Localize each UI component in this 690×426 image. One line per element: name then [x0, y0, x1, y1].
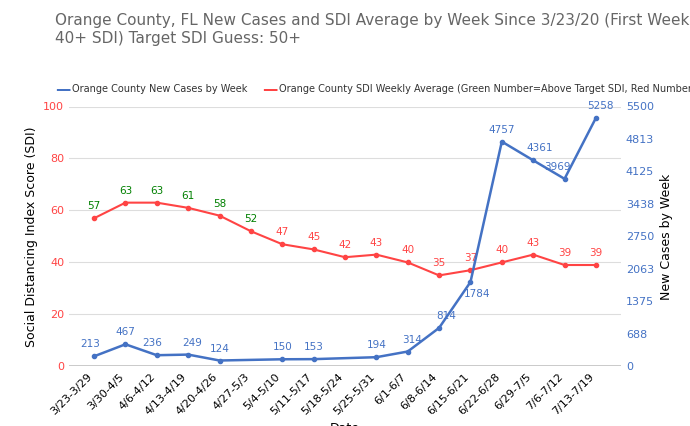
- Orange County New Cases by Week: [90, 354, 98, 359]
- Text: 194: 194: [366, 340, 386, 350]
- Text: 57: 57: [88, 201, 101, 211]
- Text: 63: 63: [150, 186, 164, 196]
- Text: Orange County SDI Weekly Average (Green Number=Above Target SDI, Red Number=Belo: Orange County SDI Weekly Average (Green …: [279, 84, 690, 95]
- Text: 4757: 4757: [489, 125, 515, 135]
- Text: 42: 42: [338, 240, 352, 250]
- Text: 40: 40: [401, 245, 414, 256]
- Text: 35: 35: [433, 259, 446, 268]
- Text: —: —: [262, 82, 277, 97]
- Orange County New Cases by Week: [215, 358, 224, 363]
- Text: 153: 153: [304, 342, 324, 352]
- Orange County SDI Weekly Average (Green Number=Above Target SDI, Red Number=Below Target SDI): [278, 242, 286, 247]
- Orange County SDI Weekly Average (Green Number=Above Target SDI, Red Number=Below Target SDI): [592, 262, 600, 268]
- Text: 39: 39: [589, 248, 602, 258]
- Orange County SDI Weekly Average (Green Number=Above Target SDI, Red Number=Below Target SDI): [90, 216, 98, 221]
- Orange County SDI Weekly Average (Green Number=Above Target SDI, Red Number=Below Target SDI): [404, 260, 412, 265]
- Text: 814: 814: [436, 311, 456, 321]
- Orange County New Cases by Week: [497, 139, 506, 144]
- Text: 150: 150: [273, 343, 292, 352]
- Orange County SDI Weekly Average (Green Number=Above Target SDI, Red Number=Below Target SDI): [184, 205, 193, 210]
- Text: 37: 37: [464, 253, 477, 263]
- Text: 3969: 3969: [544, 162, 571, 172]
- Text: Orange County, FL New Cases and SDI Average by Week Since 3/23/20 (First Weekday: Orange County, FL New Cases and SDI Aver…: [55, 13, 690, 46]
- Orange County New Cases by Week: [404, 349, 412, 354]
- Text: 40: 40: [495, 245, 509, 256]
- Text: 43: 43: [526, 238, 540, 248]
- Text: 236: 236: [143, 338, 163, 348]
- Orange County New Cases by Week: [184, 352, 193, 357]
- Text: 467: 467: [115, 327, 135, 337]
- Text: 47: 47: [275, 227, 289, 237]
- Orange County SDI Weekly Average (Green Number=Above Target SDI, Red Number=Below Target SDI): [435, 273, 443, 278]
- Orange County New Cases by Week: [372, 354, 380, 360]
- Orange County New Cases by Week: [592, 115, 600, 121]
- Orange County New Cases by Week: [466, 279, 475, 285]
- Orange County New Cases by Week: [278, 357, 286, 362]
- Orange County New Cases by Week: [435, 325, 443, 331]
- Text: 39: 39: [558, 248, 571, 258]
- Text: 63: 63: [119, 186, 132, 196]
- Text: 5258: 5258: [586, 101, 613, 111]
- Orange County New Cases by Week: [529, 158, 538, 163]
- Text: Orange County New Cases by Week: Orange County New Cases by Week: [72, 84, 248, 95]
- Orange County SDI Weekly Average (Green Number=Above Target SDI, Red Number=Below Target SDI): [466, 268, 475, 273]
- Orange County SDI Weekly Average (Green Number=Above Target SDI, Red Number=Below Target SDI): [497, 260, 506, 265]
- Text: 58: 58: [213, 199, 226, 209]
- Orange County New Cases by Week: [121, 342, 130, 347]
- Text: 124: 124: [210, 343, 230, 354]
- Text: 1784: 1784: [464, 289, 491, 299]
- X-axis label: Date: Date: [330, 422, 360, 426]
- Text: 249: 249: [182, 338, 202, 348]
- Orange County SDI Weekly Average (Green Number=Above Target SDI, Red Number=Below Target SDI): [152, 200, 161, 205]
- Orange County SDI Weekly Average (Green Number=Above Target SDI, Red Number=Below Target SDI): [529, 252, 538, 257]
- Text: 45: 45: [307, 233, 320, 242]
- Orange County SDI Weekly Average (Green Number=Above Target SDI, Red Number=Below Target SDI): [215, 213, 224, 218]
- Line: Orange County SDI Weekly Average (Green Number=Above Target SDI, Red Number=Below Target SDI): Orange County SDI Weekly Average (Green …: [92, 201, 598, 277]
- Orange County SDI Weekly Average (Green Number=Above Target SDI, Red Number=Below Target SDI): [121, 200, 130, 205]
- Text: 314: 314: [402, 334, 422, 345]
- Text: 4361: 4361: [527, 144, 553, 153]
- Text: 52: 52: [244, 214, 257, 224]
- Orange County New Cases by Week: [152, 353, 161, 358]
- Orange County SDI Weekly Average (Green Number=Above Target SDI, Red Number=Below Target SDI): [560, 262, 569, 268]
- Orange County SDI Weekly Average (Green Number=Above Target SDI, Red Number=Below Target SDI): [247, 229, 255, 234]
- Orange County SDI Weekly Average (Green Number=Above Target SDI, Red Number=Below Target SDI): [310, 247, 318, 252]
- Orange County SDI Weekly Average (Green Number=Above Target SDI, Red Number=Below Target SDI): [341, 255, 349, 260]
- Text: 213: 213: [80, 340, 100, 349]
- Text: 61: 61: [181, 191, 195, 201]
- Text: —: —: [55, 82, 70, 97]
- Orange County New Cases by Week: [310, 357, 318, 362]
- Y-axis label: New Cases by Week: New Cases by Week: [660, 173, 673, 299]
- Text: 43: 43: [370, 238, 383, 248]
- Line: Orange County New Cases by Week: Orange County New Cases by Week: [92, 116, 598, 363]
- Orange County SDI Weekly Average (Green Number=Above Target SDI, Red Number=Below Target SDI): [372, 252, 380, 257]
- Orange County New Cases by Week: [560, 176, 569, 181]
- Y-axis label: Social Distancing Index Score (SDI): Social Distancing Index Score (SDI): [25, 126, 37, 347]
